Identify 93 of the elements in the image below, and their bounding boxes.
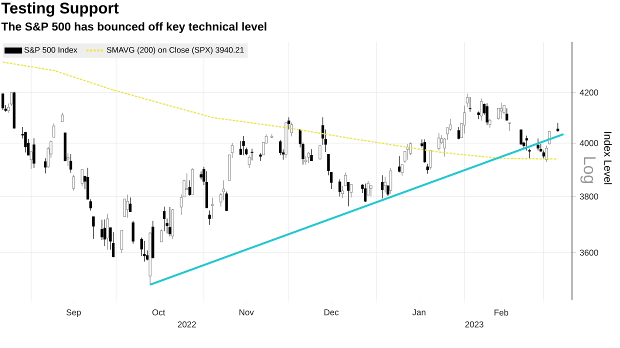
candlestick bbox=[188, 180, 192, 196]
x-tick-label: Oct bbox=[152, 309, 166, 316]
x-tick-label: Dec bbox=[324, 309, 339, 316]
candlestick bbox=[350, 184, 352, 198]
candlestick bbox=[545, 145, 548, 162]
candlestick bbox=[123, 198, 126, 217]
candlestick bbox=[44, 158, 47, 174]
y-tick-label: 4000 bbox=[580, 140, 598, 146]
candlestick bbox=[466, 93, 469, 108]
candlestick bbox=[225, 191, 228, 212]
candlestick bbox=[211, 197, 214, 219]
candlestick bbox=[502, 104, 506, 115]
candlestick bbox=[103, 219, 106, 246]
candlestick bbox=[106, 214, 109, 250]
candlestick bbox=[384, 176, 386, 193]
y-tick-label: 3600 bbox=[580, 250, 598, 256]
candlestick bbox=[409, 142, 412, 156]
candlestick bbox=[128, 197, 132, 212]
chart-title: Testing Support bbox=[1, 2, 119, 17]
candlestick bbox=[438, 132, 440, 151]
candlestick bbox=[486, 102, 488, 126]
candlestick bbox=[250, 148, 254, 161]
y-tick-label: 4200 bbox=[580, 90, 598, 96]
candlestick bbox=[30, 150, 32, 170]
candlestick bbox=[344, 172, 347, 186]
candlestick bbox=[341, 186, 344, 198]
candlestick bbox=[100, 220, 104, 240]
legend-label: SMAVG (200) on Close (SPX) 3940.21 bbox=[106, 46, 244, 54]
candlestick bbox=[168, 206, 172, 237]
candlestick bbox=[520, 129, 522, 146]
candlestick bbox=[346, 182, 350, 207]
candlestick bbox=[222, 180, 226, 201]
chart-subtitle: The S&P 500 has bounced off key technical level bbox=[1, 22, 266, 33]
x-tick-label: Jan bbox=[412, 309, 426, 316]
candlestick bbox=[288, 116, 290, 130]
candlestick bbox=[69, 154, 72, 174]
candlestick bbox=[364, 183, 367, 202]
candlestick bbox=[389, 168, 392, 194]
legend-label: S&P 500 Index bbox=[24, 46, 78, 53]
candlestick bbox=[536, 138, 540, 151]
candlestick bbox=[318, 145, 322, 160]
candlestick bbox=[423, 139, 426, 164]
candlestick bbox=[310, 148, 313, 161]
candlestick bbox=[400, 164, 404, 176]
candlestick bbox=[370, 185, 372, 197]
candlestick bbox=[208, 210, 211, 226]
candlestick bbox=[112, 232, 115, 258]
candlestick bbox=[525, 135, 528, 151]
candlestick bbox=[120, 230, 124, 254]
candlestick bbox=[248, 155, 251, 168]
y-tick-label: 3800 bbox=[580, 194, 598, 200]
candlestick bbox=[386, 185, 390, 196]
candlestick bbox=[132, 220, 134, 244]
candlestick bbox=[52, 123, 56, 138]
candlestick bbox=[457, 126, 460, 140]
candlestick bbox=[200, 171, 202, 180]
candlestick bbox=[448, 118, 452, 132]
candlestick bbox=[480, 98, 483, 121]
text: Log bbox=[580, 157, 596, 184]
candlestick bbox=[143, 240, 146, 262]
candlestick bbox=[32, 138, 36, 168]
candlestick bbox=[160, 229, 163, 242]
candlestick bbox=[506, 108, 508, 122]
candlestick bbox=[2, 93, 4, 110]
candlestick bbox=[468, 96, 472, 112]
candlestick bbox=[242, 136, 245, 156]
candlestick bbox=[380, 174, 384, 199]
candlestick bbox=[259, 152, 262, 162]
text: 2023 bbox=[465, 321, 484, 328]
candlestick bbox=[429, 150, 432, 170]
candlestick bbox=[80, 169, 84, 187]
candlestick bbox=[477, 111, 480, 120]
candlestick bbox=[398, 156, 401, 173]
candlestick bbox=[66, 153, 70, 166]
candlestick bbox=[463, 105, 466, 134]
candlestick bbox=[500, 102, 503, 120]
candlestick bbox=[443, 138, 446, 157]
line-series bbox=[2, 61, 558, 160]
x-tick-label: Nov bbox=[239, 309, 254, 316]
candlestick bbox=[162, 206, 166, 232]
candlestick bbox=[426, 163, 429, 174]
x-tick-label: Feb bbox=[494, 309, 508, 316]
candlestick bbox=[338, 178, 342, 197]
candlestick bbox=[366, 180, 370, 196]
candlestick bbox=[126, 194, 129, 218]
candlestick bbox=[307, 152, 310, 164]
candlestick bbox=[279, 140, 282, 156]
x-tick-label: Sep bbox=[66, 309, 81, 318]
candlestick bbox=[330, 172, 333, 190]
candlestick bbox=[72, 174, 75, 191]
text: 2022 bbox=[178, 321, 196, 328]
y-axis-title: Index Level bbox=[604, 132, 612, 184]
candlestick bbox=[92, 216, 95, 240]
